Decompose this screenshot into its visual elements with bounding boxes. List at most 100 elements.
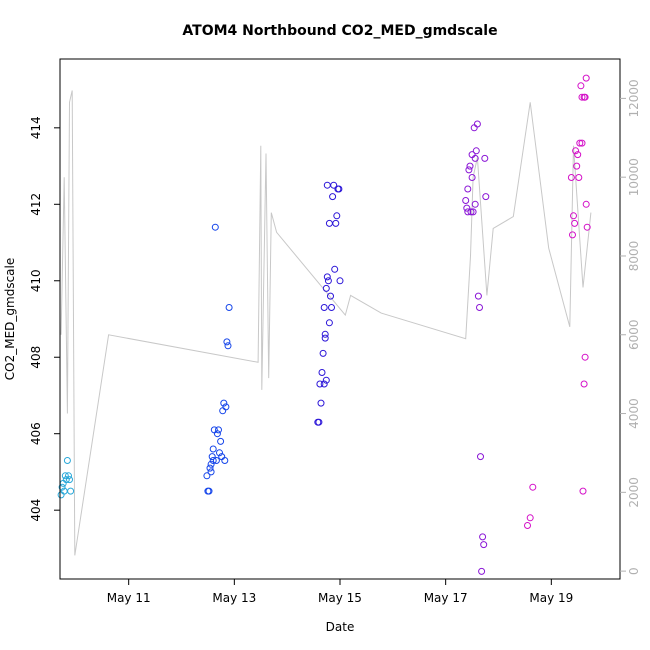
data-point	[474, 292, 482, 300]
data-point	[580, 380, 588, 388]
chart-title: ATOM4 Northbound CO2_MED_gmdscale	[182, 23, 497, 39]
data-point	[465, 166, 473, 174]
y-axis-right: 0 2000 4000 6000 8000 10000 12000	[620, 79, 641, 575]
data-point	[572, 147, 580, 155]
data-point	[336, 277, 344, 285]
data-point	[320, 380, 328, 388]
data-point	[462, 197, 470, 204]
y-tick-label: 410	[29, 269, 43, 292]
plot-frame	[59, 58, 621, 580]
data-point	[471, 200, 479, 208]
data-point	[219, 407, 227, 415]
series-3	[462, 120, 490, 575]
data-point	[316, 380, 324, 388]
data-point	[578, 93, 586, 101]
series-1	[203, 223, 233, 495]
data-point	[213, 430, 221, 438]
data-point	[524, 522, 531, 529]
data-point	[578, 139, 586, 147]
data-point	[322, 376, 330, 384]
y2-tick-label: 6000	[627, 319, 641, 350]
y-tick-label: 412	[29, 193, 43, 216]
data-point	[61, 472, 69, 480]
secondary-series-line	[60, 90, 592, 556]
data-point	[212, 457, 220, 464]
y2-tick-label: 12000	[627, 79, 641, 117]
data-point	[526, 514, 534, 522]
data-point	[322, 284, 330, 292]
series-2	[314, 181, 344, 426]
data-point	[335, 185, 343, 193]
data-point	[573, 162, 581, 170]
data-point	[574, 151, 582, 159]
data-point	[318, 369, 326, 376]
x-axis-label: Date	[326, 620, 355, 634]
data-point	[327, 292, 334, 300]
data-point	[319, 349, 327, 357]
data-point	[205, 487, 213, 495]
data-point	[317, 399, 325, 407]
data-point	[581, 93, 589, 101]
secondary-line-layer	[60, 90, 592, 556]
data-point	[217, 437, 225, 445]
data-point	[471, 154, 479, 162]
data-point	[65, 472, 72, 480]
x-tick-label: May 13	[212, 591, 256, 605]
data-point	[529, 483, 537, 491]
data-point	[466, 162, 474, 170]
data-point	[325, 219, 333, 227]
data-point	[581, 353, 589, 361]
data-point	[321, 330, 329, 338]
data-point	[570, 212, 577, 220]
data-point	[67, 487, 75, 495]
data-point	[583, 223, 591, 231]
data-point	[315, 418, 323, 426]
x-axis: May 11 May 13 May 15 May 17 May 19	[107, 579, 573, 605]
y-tick-label: 404	[29, 499, 43, 522]
data-point	[477, 453, 484, 461]
data-point	[328, 304, 335, 311]
data-point	[207, 460, 215, 468]
y2-tick-label: 4000	[627, 398, 641, 429]
data-point	[579, 487, 587, 495]
data-point	[333, 212, 341, 220]
data-point	[211, 223, 219, 231]
data-point	[582, 74, 590, 82]
data-point	[323, 181, 331, 189]
y-axis-label: CO2_MED_gmdscale	[3, 258, 17, 380]
data-point	[567, 174, 575, 181]
data-point	[208, 453, 216, 461]
y-tick-label: 406	[29, 422, 43, 445]
data-point	[59, 479, 67, 487]
series-4	[524, 74, 591, 529]
data-point	[223, 338, 231, 346]
data-point	[216, 449, 223, 457]
data-point	[331, 265, 339, 273]
data-point	[329, 193, 337, 201]
data-point	[571, 219, 579, 227]
x-tick-label: May 15	[318, 591, 362, 605]
data-point	[222, 403, 230, 411]
y-tick-label: 414	[29, 116, 43, 139]
data-point	[569, 231, 576, 239]
data-point	[320, 304, 328, 311]
data-point	[473, 120, 481, 128]
data-point	[220, 399, 228, 407]
x-tick-label: May 17	[424, 591, 468, 605]
data-point	[225, 304, 233, 311]
y2-tick-label: 10000	[627, 158, 641, 196]
data-point	[470, 124, 478, 132]
data-point	[480, 541, 488, 549]
x-tick-label: May 19	[529, 591, 573, 605]
data-point	[476, 304, 483, 311]
data-point	[576, 139, 584, 147]
data-point	[206, 464, 214, 472]
data-point	[575, 174, 583, 181]
data-point	[323, 273, 331, 281]
data-point	[482, 193, 490, 201]
data-point	[209, 445, 217, 453]
series-0	[57, 457, 75, 499]
data-point	[321, 334, 329, 342]
data-point	[479, 533, 487, 541]
data-point	[464, 185, 472, 193]
